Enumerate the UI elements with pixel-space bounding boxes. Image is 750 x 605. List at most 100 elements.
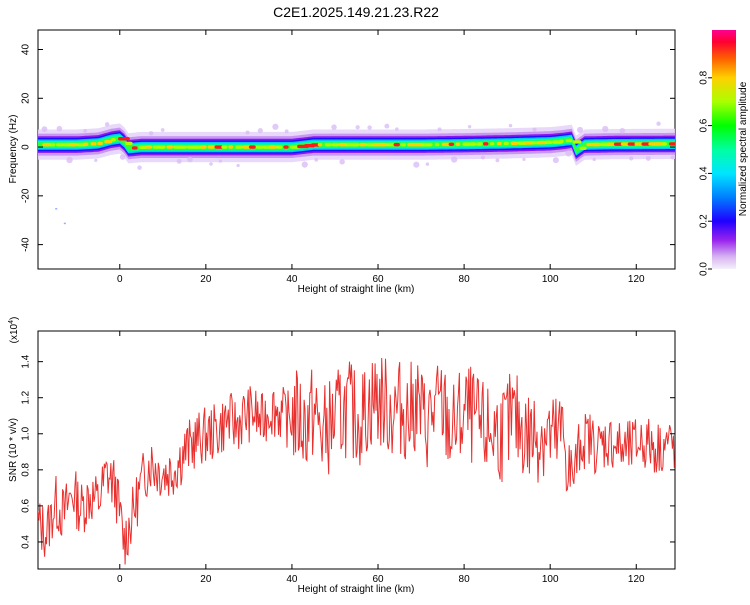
spectral-speckle bbox=[257, 128, 263, 134]
spectral-speckle bbox=[480, 155, 485, 160]
colorbar: 0.0 0.2 0.4 0.6 0.8 Normalized spectral ampl… bbox=[699, 30, 749, 276]
x-tick-label: 80 bbox=[459, 274, 471, 285]
spectral-speckle bbox=[355, 125, 360, 130]
spectral-speckle bbox=[339, 159, 345, 165]
spectral-speckle bbox=[66, 156, 73, 164]
spectral-hotspot bbox=[310, 143, 321, 147]
spectral-speckle bbox=[187, 156, 193, 163]
snr-ylabel: SNR (10 * v/v) bbox=[8, 418, 19, 482]
spectrogram-xlabel: Height of straight line (km) bbox=[298, 284, 415, 295]
y-tick-label: 20 bbox=[21, 92, 32, 104]
spectral-hotspot bbox=[221, 145, 228, 149]
spectral-hotspot bbox=[496, 141, 502, 146]
spectral-hotspot bbox=[476, 142, 483, 146]
snr-plot-area bbox=[38, 357, 675, 565]
spectral-speckle bbox=[619, 127, 626, 134]
x-tick-label: 60 bbox=[372, 574, 384, 585]
x-tick-label: 40 bbox=[286, 274, 298, 285]
snr-ticks: 0 20 40 60 80 100 120 0.4 0.6 0.8 1.0 1.2 1.4 bbox=[21, 331, 675, 585]
x-tick-label: 40 bbox=[286, 574, 298, 585]
x-tick-label: 100 bbox=[542, 274, 559, 285]
spectrogram-plot-area bbox=[38, 121, 675, 225]
spectral-hotspot bbox=[606, 142, 616, 146]
spectral-speckle bbox=[425, 162, 430, 166]
spectral-hotspot bbox=[255, 145, 264, 149]
spectral-speckle bbox=[209, 162, 213, 166]
spectral-speckle bbox=[508, 123, 513, 128]
snr-xlabel: Height of straight line (km) bbox=[298, 584, 415, 595]
spectral-speckle bbox=[367, 125, 372, 130]
outlier-point bbox=[63, 222, 66, 225]
snr-panel: 0 20 40 60 80 100 120 0.4 0.6 0.8 1.0 1.2 1.4 SNR (1… bbox=[8, 317, 676, 595]
x-tick-label: 120 bbox=[628, 574, 645, 585]
spectrogram-ticks: 0 20 40 60 80 100 120 -40 -20 0 20 40 bbox=[21, 30, 675, 285]
spectral-hotspot bbox=[97, 141, 103, 146]
spectral-hotspot bbox=[90, 142, 97, 146]
spectral-speckle bbox=[384, 123, 390, 129]
spectral-hotspot bbox=[510, 141, 519, 146]
spectral-hotspot bbox=[317, 142, 323, 147]
spectral-hotspot bbox=[166, 145, 174, 149]
spectral-hotspot bbox=[462, 142, 471, 146]
spectral-speckle bbox=[532, 127, 537, 132]
spectral-hotspot bbox=[207, 145, 215, 149]
spectral-speckle bbox=[56, 125, 63, 132]
spectral-speckle bbox=[522, 157, 526, 161]
spectral-hotspot bbox=[565, 138, 573, 143]
spectral-hotspot bbox=[118, 137, 130, 141]
spectral-speckle bbox=[176, 158, 182, 164]
y-tick-label: -20 bbox=[21, 188, 32, 203]
spectral-hotspot bbox=[269, 145, 278, 149]
spectral-hotspot bbox=[400, 142, 406, 147]
spectral-hotspot bbox=[579, 146, 587, 150]
y-tick-label: -40 bbox=[21, 237, 32, 252]
spectral-speckle bbox=[148, 131, 154, 136]
spectral-hotspot bbox=[69, 142, 78, 147]
spectral-hotspot bbox=[324, 142, 332, 147]
spectral-speckle bbox=[137, 165, 142, 170]
spectral-speckle bbox=[413, 161, 420, 168]
chart-title: C2E1.2025.149.21.23.R22 bbox=[273, 4, 439, 20]
spectral-hotspot bbox=[42, 142, 51, 147]
spectral-hotspot bbox=[49, 142, 56, 147]
spectral-speckle bbox=[645, 155, 651, 161]
spectral-hotspot bbox=[668, 142, 675, 146]
spectral-speckle bbox=[656, 121, 661, 126]
outlier-point bbox=[55, 208, 58, 210]
spectral-hotspot bbox=[448, 142, 455, 147]
spectral-speckle bbox=[451, 156, 458, 163]
spectral-hotspot bbox=[248, 145, 256, 149]
spectral-speckle bbox=[41, 126, 48, 132]
spectral-hotspot bbox=[180, 145, 188, 149]
spectral-speckle bbox=[272, 123, 279, 130]
spectral-speckle bbox=[104, 122, 110, 127]
colorbar-tick-label: 0.4 bbox=[699, 166, 710, 180]
spectral-hotspot bbox=[359, 142, 367, 147]
spectral-speckle bbox=[395, 127, 399, 131]
colorbar-tick-label: 0.6 bbox=[699, 118, 710, 132]
spectral-hotspot bbox=[200, 145, 207, 149]
colorbar-ticks: 0.0 0.2 0.4 0.6 0.8 bbox=[699, 70, 712, 276]
spectral-hotspot bbox=[283, 145, 289, 149]
spectral-hotspot bbox=[145, 145, 153, 149]
spectral-hotspot bbox=[572, 140, 582, 144]
spectrogram-ylabel: Frequency (Hz) bbox=[8, 115, 19, 184]
colorbar-tick-label: 0.0 bbox=[699, 262, 710, 276]
spectral-speckle bbox=[160, 128, 165, 132]
colorbar-tick-label: 0.8 bbox=[699, 70, 710, 84]
snr-line bbox=[38, 357, 675, 565]
spectral-hotspot bbox=[235, 145, 243, 149]
spectral-hotspot bbox=[483, 142, 489, 146]
spectral-speckle bbox=[467, 124, 472, 129]
spectral-hotspot bbox=[455, 142, 461, 146]
colorbar-tick-label: 0.2 bbox=[699, 214, 710, 228]
spectral-hotspot bbox=[379, 142, 388, 147]
spectrogram-panel: 0 20 40 60 80 100 120 -40 -20 0 20 40 Frequency (Hz… bbox=[8, 29, 676, 295]
spectral-speckle bbox=[602, 125, 609, 133]
spectral-speckle bbox=[670, 155, 675, 160]
spectral-hotspot bbox=[489, 141, 495, 146]
spectral-hotspot bbox=[538, 140, 548, 145]
y-tick-label: 1.0 bbox=[21, 426, 32, 440]
